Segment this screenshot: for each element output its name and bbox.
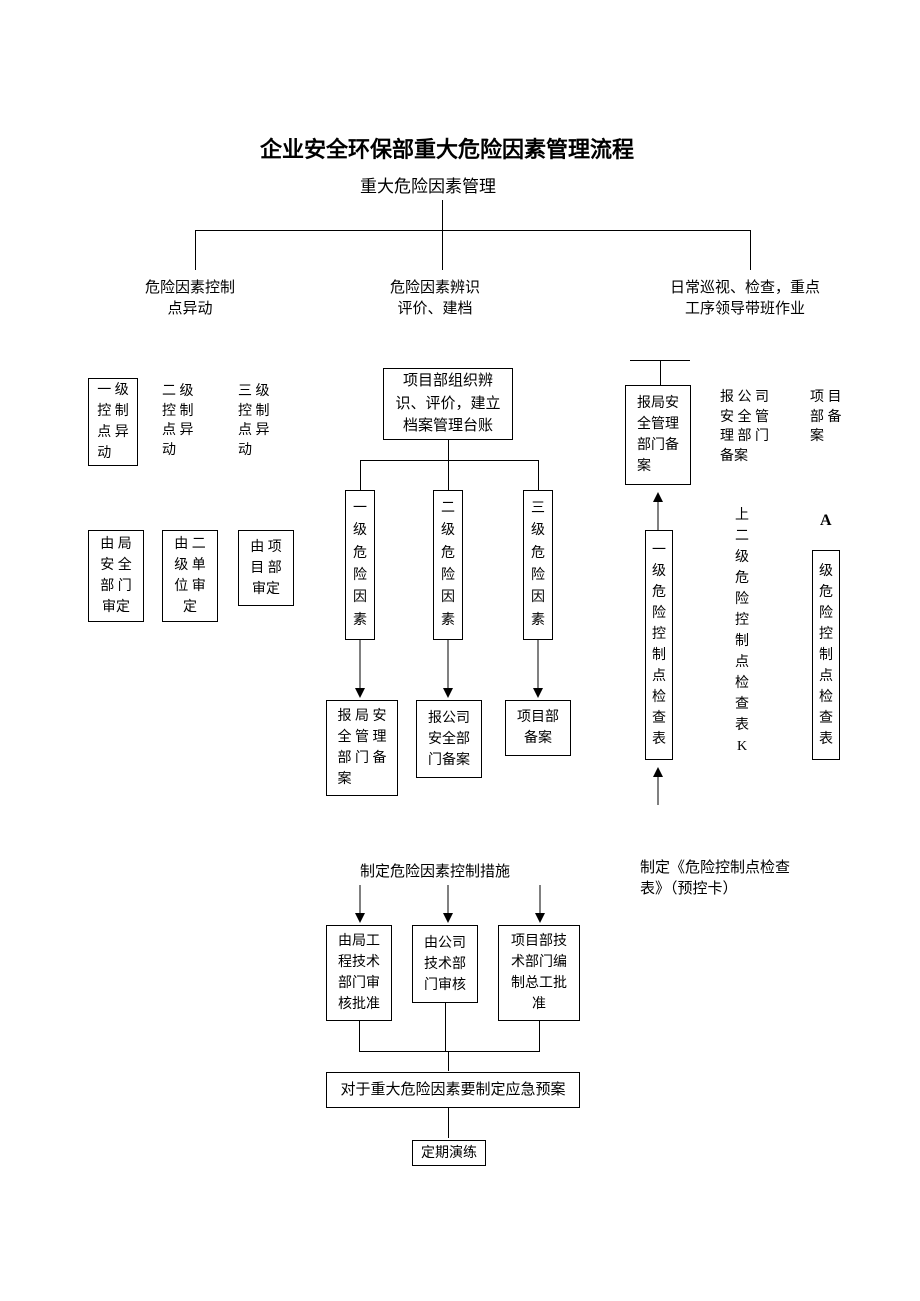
col3-mid-level3: 级 危 险 控 制 点 检 查 表: [812, 550, 840, 760]
connector-line: [448, 440, 449, 460]
col1-box-second: 由 二 级 单 位 审 定: [162, 530, 218, 622]
arrow-up-icon: [648, 490, 668, 530]
col2-bot-bureau: 报 局 安 全 管 理 部 门 备 案: [326, 700, 398, 796]
col2-bot-project: 项目部 备案: [505, 700, 571, 756]
col3-top-project: 项 目 部 备 案: [810, 388, 860, 447]
branch-left: 危险因素控制 点异动: [145, 278, 235, 320]
branch-right: 日常巡视、检查，重点 工序领导带班作业: [670, 278, 820, 320]
connector-line: [750, 230, 751, 270]
col1-text-level2: 二 级 控 制 点 异 动: [162, 382, 212, 460]
col2-measure-bureau: 由局工 程技术 部门审 核批准: [326, 925, 392, 1021]
connector-line: [539, 1021, 540, 1051]
col2-measure-title: 制定危险因素控制措施: [360, 862, 510, 883]
col3-bottom-line2: 表》（预控卡）: [640, 881, 738, 897]
col1-box-bureau: 由 局 安 全 部 门 审定: [88, 530, 144, 622]
branch-middle-line1: 危险因素辨识: [390, 280, 480, 296]
subtitle: 重大危险因素管理: [360, 172, 496, 197]
connector-line: [442, 230, 443, 270]
branch-middle-line2: 评价、建档: [398, 301, 473, 317]
connector-line: [538, 460, 539, 490]
connector-line: [442, 200, 443, 230]
col3-bottom-line1: 制定《危险控制点检查: [640, 860, 790, 876]
col1-box-level1: 一 级 控 制 点 异 动: [88, 378, 138, 466]
connector-line: [195, 230, 196, 270]
main-title: 企业安全环保部重大危险因素管理流程: [260, 132, 634, 164]
arrow-icon: [350, 885, 370, 925]
arrow-icon: [523, 640, 553, 700]
arrow-up-icon: [648, 765, 668, 805]
col2-topbox: 项目部组织辨 识、评价，建立 档案管理台账: [383, 368, 513, 440]
connector-line: [630, 360, 690, 361]
col3-mid-level1: 一 级 危 险 控 制 点 检 查 表: [645, 530, 673, 760]
col2-mid-level1: 一 级 危 险 因 素: [345, 490, 375, 640]
arrow-icon: [438, 885, 458, 925]
branch-left-line1: 危险因素控制: [145, 280, 235, 296]
col2-drill: 定期演练: [412, 1140, 486, 1166]
arrow-icon: [433, 640, 463, 700]
connector-line: [448, 1108, 449, 1138]
col3-top-bureau: 报局安 全管理 部门备 案: [625, 385, 691, 485]
col2-measure-company: 由公司 技术部 门审核: [412, 925, 478, 1003]
col2-measure-project: 项目部技 术部门编 制总工批 准: [498, 925, 580, 1021]
connector-line: [195, 230, 750, 231]
col1-box-project: 由 项 目 部 审定: [238, 530, 294, 606]
arrow-icon: [345, 640, 375, 700]
connector-line: [360, 460, 538, 461]
col3-mid-level2: 上 二 级 危 险 控 制 点 检 查 表 K: [732, 505, 752, 757]
col2-mid-level2: 二 级 危 险 因 素: [433, 490, 463, 640]
col2-bot-company: 报公司 安全部 门备案: [416, 700, 482, 778]
connector-line: [445, 1003, 446, 1051]
connector-line: [448, 460, 449, 490]
connector-line: [359, 1051, 540, 1052]
branch-middle: 危险因素辨识 评价、建档: [390, 278, 480, 320]
col1-text-level3: 三 级 控 制 点 异 动: [238, 382, 288, 460]
col2-emergency: 对于重大危险因素要制定应急预案: [326, 1072, 580, 1108]
connector-line: [448, 1051, 449, 1071]
branch-right-line2: 工序领导带班作业: [685, 301, 805, 317]
col3-bottom-text: 制定《危险控制点检查 表》（预控卡）: [640, 858, 790, 900]
connector-line: [359, 1021, 360, 1051]
col2-mid-level3: 三 级 危 险 因 素: [523, 490, 553, 640]
arrow-icon: [530, 885, 550, 925]
connector-line: [660, 360, 661, 385]
branch-left-line2: 点异动: [168, 301, 213, 317]
connector-line: [360, 460, 361, 490]
branch-right-line1: 日常巡视、检查，重点: [670, 280, 820, 296]
col3-top-company: 报 公 司 安 全 管 理 部 门 备案: [720, 388, 790, 466]
col3-label-a: A: [820, 510, 832, 532]
